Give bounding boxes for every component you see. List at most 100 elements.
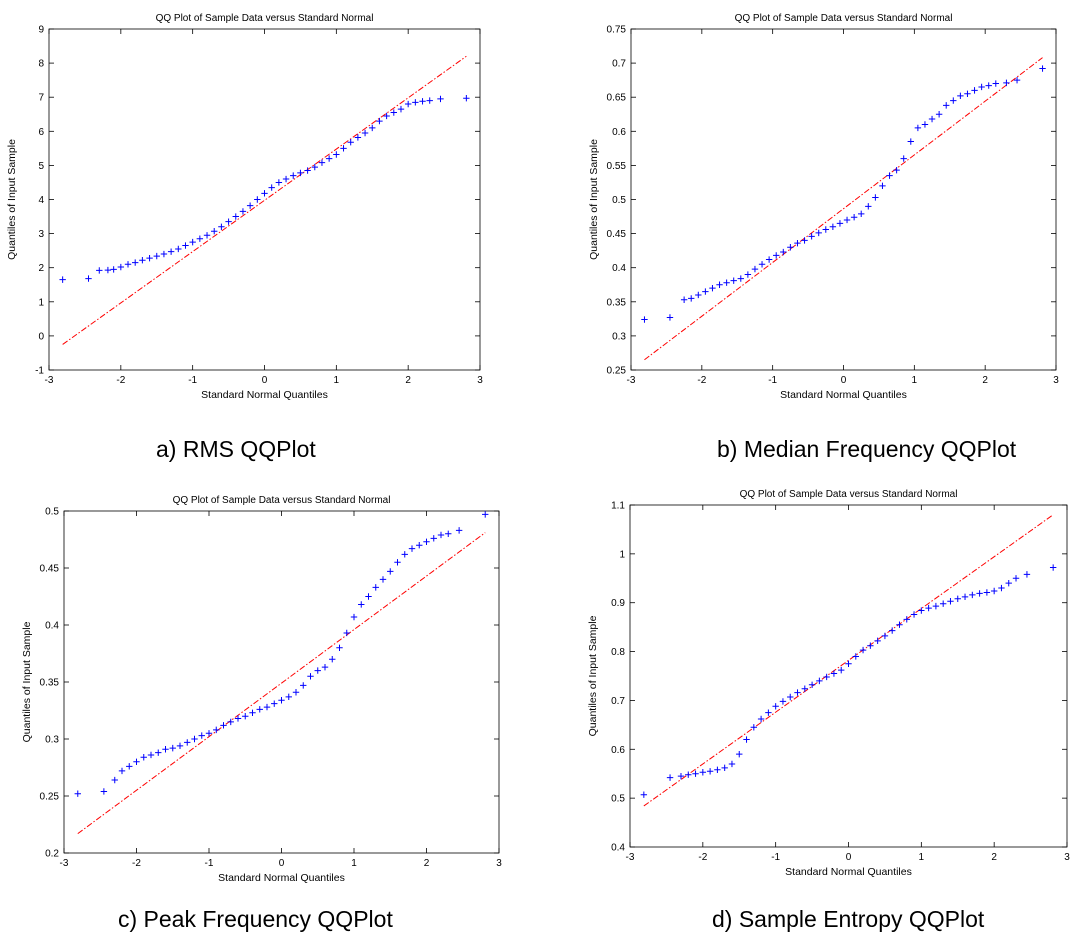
data-point: [218, 223, 225, 230]
y-tick-label: 1: [619, 549, 625, 560]
data-point: [1013, 76, 1021, 84]
y-tick-label: 0.35: [40, 678, 60, 689]
data-point: [189, 238, 196, 246]
data-point: [404, 100, 412, 108]
data-point: [401, 551, 408, 558]
data-point: [685, 771, 692, 778]
y-tick-label: 0.7: [612, 59, 626, 70]
data-point: [358, 601, 365, 608]
y-tick-label: 0.4: [45, 621, 59, 632]
x-tick-label: 1: [351, 858, 357, 869]
y-tick-label: 0.5: [45, 507, 59, 518]
data-point: [139, 256, 146, 264]
data-point: [692, 770, 699, 777]
data-point: [1039, 65, 1046, 72]
data-point: [830, 670, 838, 677]
data-point: [430, 535, 437, 542]
data-point: [220, 722, 227, 729]
data-point: [801, 237, 808, 244]
data-point: [723, 279, 730, 286]
data-point: [867, 642, 874, 649]
data-point: [146, 254, 153, 262]
y-tick-label: 2: [38, 263, 44, 274]
data-point: [213, 726, 220, 734]
data-point: [140, 754, 147, 761]
data-point: [96, 267, 103, 274]
data-point: [1049, 564, 1057, 571]
data-point: [196, 235, 204, 242]
y-axis-label: Quantiles of Input Sample: [587, 615, 599, 736]
data-point: [275, 179, 283, 186]
data-point: [318, 159, 326, 166]
plot-frame: [48, 28, 481, 371]
data-point: [376, 117, 383, 125]
data-point: [688, 295, 695, 302]
y-tick-label: 0.5: [612, 195, 626, 206]
y-tick-label: 0.55: [607, 161, 627, 172]
data-point: [285, 693, 292, 701]
data-point: [935, 111, 943, 118]
data-point: [910, 611, 918, 618]
x-tick-label: 2: [424, 858, 430, 869]
data-point: [947, 598, 954, 605]
y-tick-label: 0.3: [612, 331, 626, 342]
data-point: [372, 584, 379, 591]
data-point: [132, 259, 139, 266]
data-point: [329, 656, 336, 663]
data-point: [133, 758, 140, 765]
data-point: [680, 296, 688, 303]
x-tick-label: 0: [841, 375, 847, 386]
chart-svg-sample-entropy: -3 -2 -1 0 1 2 3 0.4 0.5 0.6 0.7 0.8 0.9 1 1.1 QQ Plot …: [587, 489, 1070, 878]
x-tick-label: -3: [60, 858, 69, 869]
data-point: [182, 242, 189, 249]
data-point: [205, 730, 213, 737]
data-point: [261, 190, 268, 197]
data-point: [914, 124, 922, 132]
data-point: [874, 637, 881, 645]
data-point: [907, 138, 914, 145]
data-point: [271, 700, 278, 707]
y-tick-label: 0.45: [607, 229, 627, 240]
data-point: [773, 252, 780, 259]
caption-peak-frequency: c) Peak Frequency QQPlot: [118, 906, 393, 932]
y-tick-label: 0.4: [612, 263, 626, 274]
y-tick-label: 0.25: [40, 792, 60, 803]
data-point: [184, 739, 191, 746]
data-point: [932, 602, 940, 610]
data-point: [278, 697, 285, 704]
data-point: [463, 95, 470, 102]
y-tick-label: 1: [38, 297, 44, 308]
chart-title: QQ Plot of Sample Data versus Standard N…: [173, 495, 391, 506]
data-point: [246, 202, 254, 209]
y-tick-label: 0.25: [607, 366, 627, 377]
data-point: [419, 98, 426, 105]
y-tick-label: 0.3: [45, 735, 59, 746]
data-point: [928, 115, 936, 123]
data-point: [816, 677, 823, 685]
data-point: [750, 724, 758, 731]
x-tick-label: -3: [45, 375, 54, 386]
data-point: [1003, 79, 1010, 87]
y-axis-label: Quantiles of Input Sample: [21, 621, 33, 742]
data-point: [126, 763, 133, 770]
data-point: [263, 703, 271, 711]
data-point: [1005, 579, 1012, 587]
x-tick-label: 0: [262, 375, 268, 386]
y-tick-label: 0.9: [611, 598, 625, 609]
data-point: [801, 685, 808, 692]
data-point: [412, 99, 419, 106]
data-point: [886, 172, 893, 179]
data-point: [426, 97, 433, 104]
data-point: [282, 175, 290, 183]
y-tick-label: 8: [38, 59, 44, 70]
data-point: [918, 607, 925, 614]
data-point: [354, 134, 362, 141]
reference-line: [644, 57, 1043, 361]
y-tick-label: 0.8: [611, 647, 625, 658]
data-point: [111, 776, 118, 784]
caption-sample-entropy: d) Sample Entropy QQPlot: [712, 906, 985, 932]
chart-svg-median-frequency: -3 -2 -1 0 1 2 3 0.25 0.3 0.35 0.4 0.45 0.5 0.55 0.6 0.…: [588, 13, 1059, 401]
data-point: [893, 166, 900, 174]
data-point: [225, 218, 232, 225]
data-point: [100, 788, 108, 795]
